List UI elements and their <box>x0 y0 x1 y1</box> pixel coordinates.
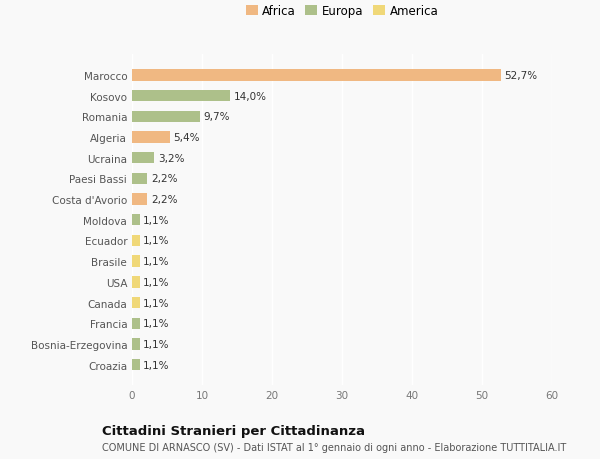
Bar <box>132 153 154 164</box>
Bar <box>132 112 200 123</box>
Text: 2,2%: 2,2% <box>151 195 178 205</box>
Bar <box>132 70 501 81</box>
Text: COMUNE DI ARNASCO (SV) - Dati ISTAT al 1° gennaio di ogni anno - Elaborazione TU: COMUNE DI ARNASCO (SV) - Dati ISTAT al 1… <box>102 442 566 452</box>
Bar <box>132 256 140 267</box>
Bar <box>132 194 148 205</box>
Text: 1,1%: 1,1% <box>143 360 170 370</box>
Text: 14,0%: 14,0% <box>233 91 266 101</box>
Text: 52,7%: 52,7% <box>505 71 538 81</box>
Legend: Africa, Europa, America: Africa, Europa, America <box>242 1 442 22</box>
Text: 1,1%: 1,1% <box>143 298 170 308</box>
Text: 1,1%: 1,1% <box>143 319 170 329</box>
Bar <box>132 277 140 288</box>
Text: Cittadini Stranieri per Cittadinanza: Cittadini Stranieri per Cittadinanza <box>102 425 365 437</box>
Text: 1,1%: 1,1% <box>143 257 170 267</box>
Text: 1,1%: 1,1% <box>143 215 170 225</box>
Text: 2,2%: 2,2% <box>151 174 178 184</box>
Bar <box>132 235 140 246</box>
Text: 1,1%: 1,1% <box>143 236 170 246</box>
Text: 9,7%: 9,7% <box>203 112 230 122</box>
Bar <box>132 91 230 102</box>
Bar <box>132 339 140 350</box>
Text: 5,4%: 5,4% <box>173 133 200 143</box>
Bar <box>132 297 140 308</box>
Text: 1,1%: 1,1% <box>143 339 170 349</box>
Bar <box>132 174 148 185</box>
Bar <box>132 132 170 143</box>
Text: 3,2%: 3,2% <box>158 153 184 163</box>
Text: 1,1%: 1,1% <box>143 277 170 287</box>
Bar <box>132 318 140 329</box>
Bar <box>132 359 140 370</box>
Bar <box>132 215 140 226</box>
